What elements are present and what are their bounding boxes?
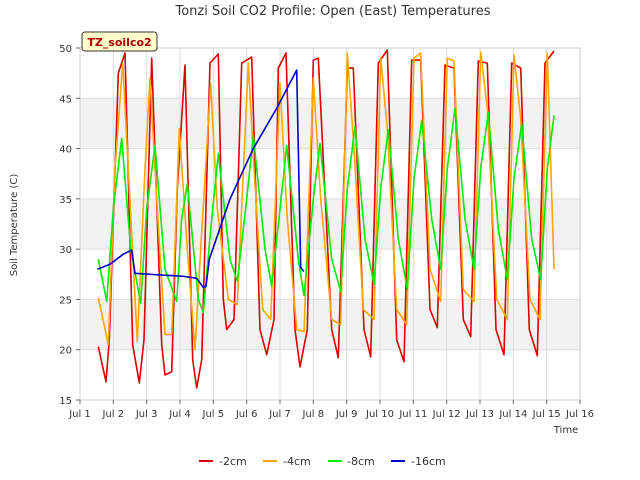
- x-tick-label: Jul 4: [168, 409, 191, 420]
- x-tick-label: Jul 8: [302, 409, 325, 420]
- x-tick-label: Jul 15: [532, 409, 561, 420]
- background-band: [80, 98, 580, 149]
- legend-item-4cm: -4cm: [263, 455, 311, 468]
- x-tick-label: Jul 11: [398, 409, 427, 420]
- series-line-16cm: [97, 69, 305, 289]
- legend-item-8cm: -8cm: [328, 455, 375, 468]
- y-axis-label: Soil Temperature (C): [9, 174, 20, 277]
- y-tick-label: 35: [59, 195, 72, 206]
- series-line-2cm: [97, 49, 555, 389]
- series-layer: [97, 49, 555, 389]
- y-tick-label: 25: [59, 295, 72, 306]
- legend-label-8cm: -8cm: [347, 455, 375, 468]
- series-line-8cm: [97, 107, 555, 314]
- station-label-box: TZ_soilco2: [81, 31, 158, 52]
- legend-item-16cm: -16cm: [391, 455, 446, 468]
- x-axis-label: Time: [553, 425, 578, 436]
- legend: -2cm -4cm -8cm -16cm: [199, 455, 446, 468]
- x-tick-label: Jul 3: [135, 409, 158, 420]
- x-tick-label: Jul 1: [68, 409, 91, 420]
- y-tick-label: 50: [59, 44, 72, 55]
- y-tick-label: 45: [59, 94, 72, 105]
- x-tick-label: Jul 7: [268, 409, 291, 420]
- y-tick-label: 30: [59, 245, 72, 256]
- x-axis-ticks: Jul 1 Jul 2 Jul 3 Jul 4 Jul 5 Jul 6 Jul 7 Jul 8…: [68, 400, 594, 420]
- x-tick-label: Jul 13: [465, 409, 494, 420]
- legend-item-2cm: -2cm: [199, 455, 247, 468]
- x-tick-label: Jul 9: [335, 409, 358, 420]
- plot-area-frame: [79, 47, 581, 401]
- x-tick-label: Jul 14: [498, 409, 527, 420]
- legend-label-2cm: -2cm: [219, 455, 247, 468]
- x-tick-label: Jul 5: [202, 409, 225, 420]
- x-tick-label: Jul 2: [102, 409, 125, 420]
- chart-title: Tonzi Soil CO2 Profile: Open (East) Temp…: [174, 4, 490, 19]
- series-line-4cm: [97, 51, 555, 351]
- y-tick-label: 20: [59, 346, 72, 357]
- x-tick-label: Jul 16: [565, 409, 594, 420]
- y-tick-label: 40: [59, 145, 72, 156]
- y-axis-ticks: 15 20 25 30 35 40 45 50: [59, 44, 80, 407]
- x-tick-label: Jul 10: [365, 409, 394, 420]
- x-tick-label: Jul 12: [432, 409, 461, 420]
- legend-label-4cm: -4cm: [283, 455, 311, 468]
- x-tick-label: Jul 6: [235, 409, 258, 420]
- y-tick-label: 15: [59, 396, 72, 407]
- legend-label-16cm: -16cm: [411, 455, 446, 468]
- station-label-background: [81, 31, 158, 52]
- station-label: TZ_soilco2: [87, 36, 151, 49]
